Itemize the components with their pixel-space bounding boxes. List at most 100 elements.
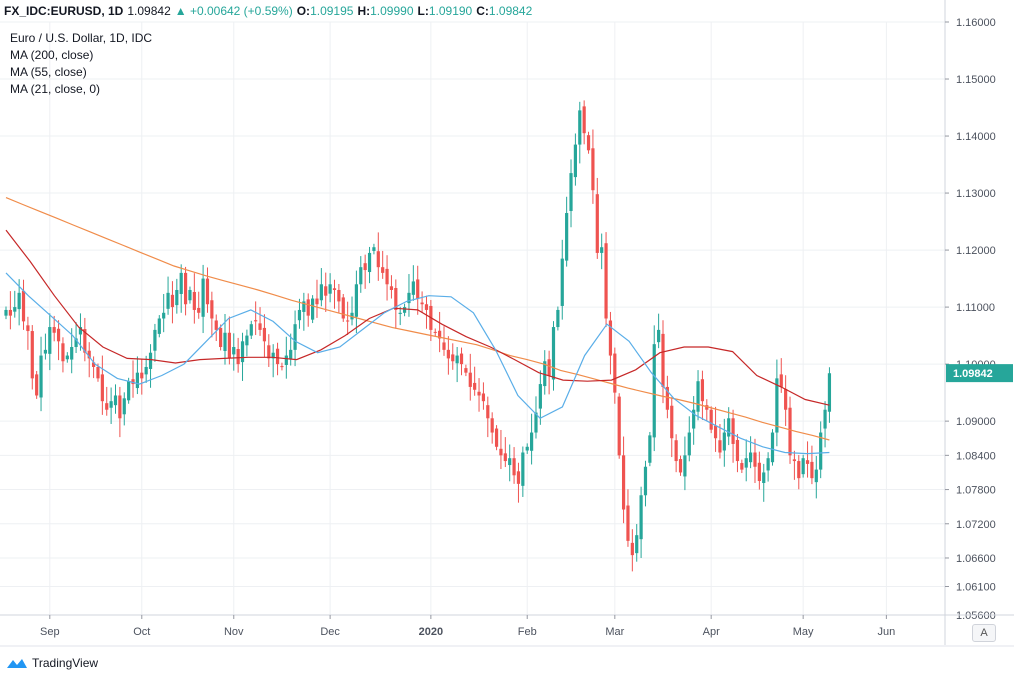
candle-body bbox=[639, 495, 643, 540]
candle-body bbox=[245, 335, 249, 346]
candle-body bbox=[525, 446, 529, 451]
candle-body bbox=[569, 173, 573, 212]
legend-title[interactable]: Euro / U.S. Dollar, 1D, IDC bbox=[10, 31, 153, 45]
candle-body bbox=[52, 327, 56, 333]
candle-body bbox=[494, 428, 499, 447]
price-chart[interactable]: 1.16000 1.15000 1.14000 1.13000 1.12000 1.110… bbox=[0, 0, 1014, 650]
candle-body bbox=[210, 300, 214, 319]
legend-ma200[interactable]: MA (200, close) bbox=[10, 48, 94, 62]
candle-body bbox=[538, 384, 542, 409]
close-label: C: bbox=[476, 4, 489, 18]
candle-body bbox=[232, 347, 236, 355]
candle-body bbox=[626, 505, 630, 541]
candle-body bbox=[446, 349, 450, 359]
candle-body bbox=[696, 381, 700, 412]
candle-body bbox=[727, 418, 731, 437]
candle-body bbox=[823, 409, 827, 429]
candle-body bbox=[547, 359, 551, 376]
candle-body bbox=[262, 327, 267, 342]
candle-body bbox=[784, 388, 788, 410]
chart-legend: Euro / U.S. Dollar, 1D, IDC MA (200, clo… bbox=[10, 30, 152, 98]
candle-body bbox=[92, 362, 96, 367]
candle-body bbox=[687, 432, 691, 456]
candle-body bbox=[591, 148, 595, 191]
candle-body bbox=[376, 251, 380, 268]
candle-body bbox=[473, 382, 477, 390]
candle-body bbox=[508, 458, 512, 466]
price-tick-label: 1.06600 bbox=[956, 553, 996, 565]
candle-body bbox=[481, 393, 486, 402]
candle-body bbox=[534, 412, 538, 433]
time-tick-label: Jun bbox=[878, 626, 896, 638]
candle-body bbox=[613, 353, 617, 393]
candle-body bbox=[438, 330, 442, 339]
close-value: 1.09842 bbox=[488, 4, 533, 18]
legend-ma55[interactable]: MA (55, close) bbox=[10, 65, 87, 79]
open-label: O: bbox=[296, 4, 311, 18]
candle-body bbox=[700, 379, 705, 402]
candle-body bbox=[236, 349, 240, 365]
ma200-line bbox=[5, 197, 830, 441]
time-tick-label: 2020 bbox=[419, 626, 443, 638]
candle-body bbox=[56, 328, 61, 342]
candle-body bbox=[503, 453, 507, 462]
candle-body bbox=[39, 355, 43, 398]
price-tick-label: 1.12000 bbox=[956, 245, 996, 257]
price-tick-label: 1.09000 bbox=[956, 416, 996, 428]
candle-body bbox=[30, 331, 34, 379]
tradingview-logo[interactable]: TradingView bbox=[6, 656, 98, 670]
candle-body bbox=[705, 405, 709, 410]
candle-body bbox=[346, 320, 350, 322]
candle-body bbox=[21, 290, 26, 322]
candle-body bbox=[65, 355, 69, 360]
candle-body bbox=[630, 542, 634, 556]
candle-body bbox=[402, 307, 407, 313]
candle-body bbox=[179, 272, 183, 294]
candle-body bbox=[127, 381, 131, 401]
candle-body bbox=[407, 292, 411, 304]
candle-body bbox=[372, 247, 376, 251]
time-tick-label: Apr bbox=[703, 626, 720, 638]
price-tick-label: 1.11000 bbox=[956, 302, 995, 314]
tradingview-icon bbox=[7, 659, 27, 668]
candle-body bbox=[170, 294, 175, 308]
candle-body bbox=[586, 135, 591, 151]
candle-body bbox=[140, 372, 144, 379]
candle-body bbox=[801, 458, 805, 475]
candle-body bbox=[775, 378, 779, 433]
candle-body bbox=[35, 374, 39, 396]
candle-body bbox=[144, 366, 148, 375]
candle-body bbox=[367, 252, 372, 273]
candle-body bbox=[416, 279, 420, 299]
candle-body bbox=[96, 366, 100, 379]
candle-body bbox=[678, 459, 683, 473]
candle-body bbox=[819, 432, 823, 470]
candle-body bbox=[100, 374, 104, 402]
candle-body bbox=[499, 448, 503, 456]
candle-body bbox=[306, 299, 310, 316]
candle-body bbox=[643, 466, 648, 496]
candle-body bbox=[271, 352, 275, 359]
candle-body bbox=[166, 292, 170, 309]
candle-body bbox=[341, 297, 345, 319]
candle-body bbox=[516, 471, 521, 484]
candle-body bbox=[652, 344, 656, 438]
candle-body bbox=[556, 309, 560, 328]
candle-body bbox=[621, 455, 626, 510]
price-tick-label: 1.13000 bbox=[956, 188, 996, 200]
candle-body bbox=[105, 403, 109, 410]
candle-body bbox=[153, 329, 157, 351]
auto-scale-button[interactable]: A bbox=[972, 624, 996, 642]
candle-body bbox=[324, 286, 328, 296]
candle-body bbox=[43, 349, 48, 354]
candle-body bbox=[744, 458, 748, 468]
legend-ma21[interactable]: MA (21, close, 0) bbox=[10, 82, 101, 96]
candle-body bbox=[814, 469, 818, 483]
high-label: H: bbox=[357, 4, 371, 18]
price-tick-label: 1.07800 bbox=[956, 485, 996, 497]
symbol-title[interactable]: FX_IDC:EURUSD, 1D bbox=[4, 4, 124, 18]
candle-body bbox=[219, 327, 223, 348]
candle-body bbox=[595, 194, 599, 253]
price-tick-label: 1.14000 bbox=[956, 131, 996, 143]
price-tick-label: 1.08400 bbox=[956, 450, 996, 462]
